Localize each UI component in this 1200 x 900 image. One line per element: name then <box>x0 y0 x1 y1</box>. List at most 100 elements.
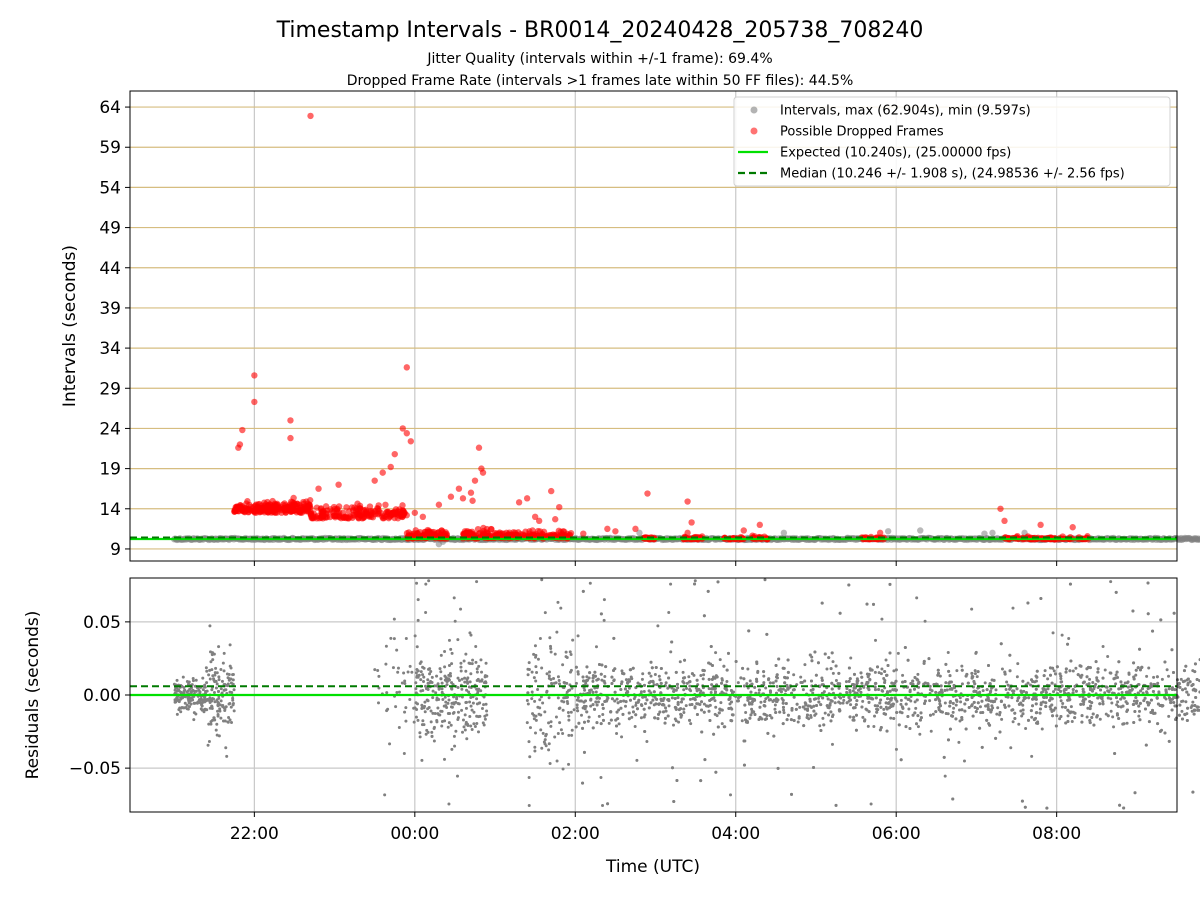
residual-point <box>599 776 603 780</box>
residual-point <box>213 700 217 704</box>
residual-point <box>1125 721 1129 725</box>
chart-subtitle-jitter: Jitter Quality (intervals within +/-1 fr… <box>426 51 772 67</box>
residual-point <box>185 703 189 707</box>
residual-point <box>899 698 903 702</box>
residual-point <box>223 709 227 713</box>
residual-point <box>455 774 459 778</box>
residual-point <box>528 726 532 730</box>
residual-point <box>635 758 639 762</box>
residual-point <box>549 678 553 682</box>
residual-point <box>1089 704 1093 708</box>
residual-point <box>552 677 556 681</box>
residual-point <box>1066 714 1070 718</box>
residual-point <box>177 698 181 702</box>
residual-point <box>442 757 446 761</box>
residual-point <box>212 652 216 656</box>
dropped-frame-point <box>272 503 279 510</box>
residual-point <box>389 636 393 640</box>
residual-point <box>447 663 451 667</box>
residual-point <box>709 690 713 694</box>
residual-point <box>538 636 542 640</box>
residual-point <box>768 698 772 702</box>
residual-point <box>533 644 537 648</box>
dropped-frame-point <box>265 508 272 515</box>
residual-point <box>954 703 958 707</box>
residual-point <box>841 701 845 705</box>
residual-point <box>231 682 235 686</box>
residual-point <box>1134 673 1138 677</box>
residual-point <box>1165 668 1169 672</box>
residual-point <box>226 683 230 687</box>
residual-point <box>593 674 597 678</box>
residual-point <box>419 670 423 674</box>
residual-point <box>748 679 752 683</box>
residual-point <box>414 691 418 695</box>
dropped-frame-point <box>287 417 294 424</box>
dropped-frame-point <box>412 527 419 534</box>
residual-point <box>1181 699 1185 703</box>
residual-point <box>568 650 572 654</box>
residual-point <box>430 730 434 734</box>
residual-point <box>432 739 436 743</box>
residual-point <box>406 670 410 674</box>
residual-point <box>1013 711 1017 715</box>
residual-point <box>929 729 933 733</box>
residual-point <box>649 691 653 695</box>
residual-point <box>805 715 809 719</box>
residual-point <box>191 679 195 683</box>
residual-point <box>774 711 778 715</box>
residual-point <box>404 636 408 640</box>
dropped-frame-point <box>385 514 392 522</box>
residual-point <box>1106 696 1110 700</box>
residual-point <box>1137 714 1141 718</box>
residual-point <box>475 702 479 706</box>
residual-point <box>1026 681 1030 685</box>
residual-point <box>200 703 204 707</box>
residual-point <box>533 699 537 703</box>
residual-point <box>1040 727 1044 731</box>
residual-point <box>1194 695 1198 699</box>
residual-point <box>729 689 733 693</box>
residual-point <box>453 619 457 623</box>
residual-point <box>208 677 212 681</box>
residual-point <box>425 698 429 702</box>
residual-point <box>1145 691 1149 695</box>
residual-point <box>998 713 1002 717</box>
residual-point <box>470 662 474 666</box>
residual-point <box>1136 666 1140 670</box>
residual-point <box>463 676 467 680</box>
residual-point <box>423 710 427 714</box>
residual-point <box>866 675 870 679</box>
residual-point <box>535 670 539 674</box>
residual-point <box>414 681 418 685</box>
dropped-frame-point <box>361 510 368 517</box>
residual-point <box>408 664 412 668</box>
residual-point <box>1149 682 1153 686</box>
residual-point <box>601 804 605 808</box>
residual-point <box>175 712 179 716</box>
residual-point <box>1086 706 1090 710</box>
residual-point <box>809 679 813 683</box>
residual-point <box>1039 703 1043 707</box>
residual-point <box>658 710 662 714</box>
residual-point <box>1054 724 1058 728</box>
residual-point <box>729 793 733 797</box>
residual-point <box>1191 790 1195 794</box>
residual-point <box>1041 700 1045 704</box>
top-y-tick-label: 54 <box>99 178 121 198</box>
residual-point <box>577 721 581 725</box>
residual-point <box>564 650 568 654</box>
residual-point <box>178 706 182 710</box>
residual-point <box>983 681 987 685</box>
residual-point <box>570 686 574 690</box>
dropped-frame-point <box>278 509 285 516</box>
bottom-y-tick-label: 0.00 <box>83 686 121 706</box>
residual-point <box>418 735 422 739</box>
residual-point <box>1021 703 1025 707</box>
residual-point <box>562 700 566 704</box>
residual-point <box>1111 715 1115 719</box>
dropped-frame-point <box>335 503 343 510</box>
dropped-frame-point <box>612 528 619 535</box>
residual-point <box>627 686 631 690</box>
residual-point <box>414 687 418 691</box>
